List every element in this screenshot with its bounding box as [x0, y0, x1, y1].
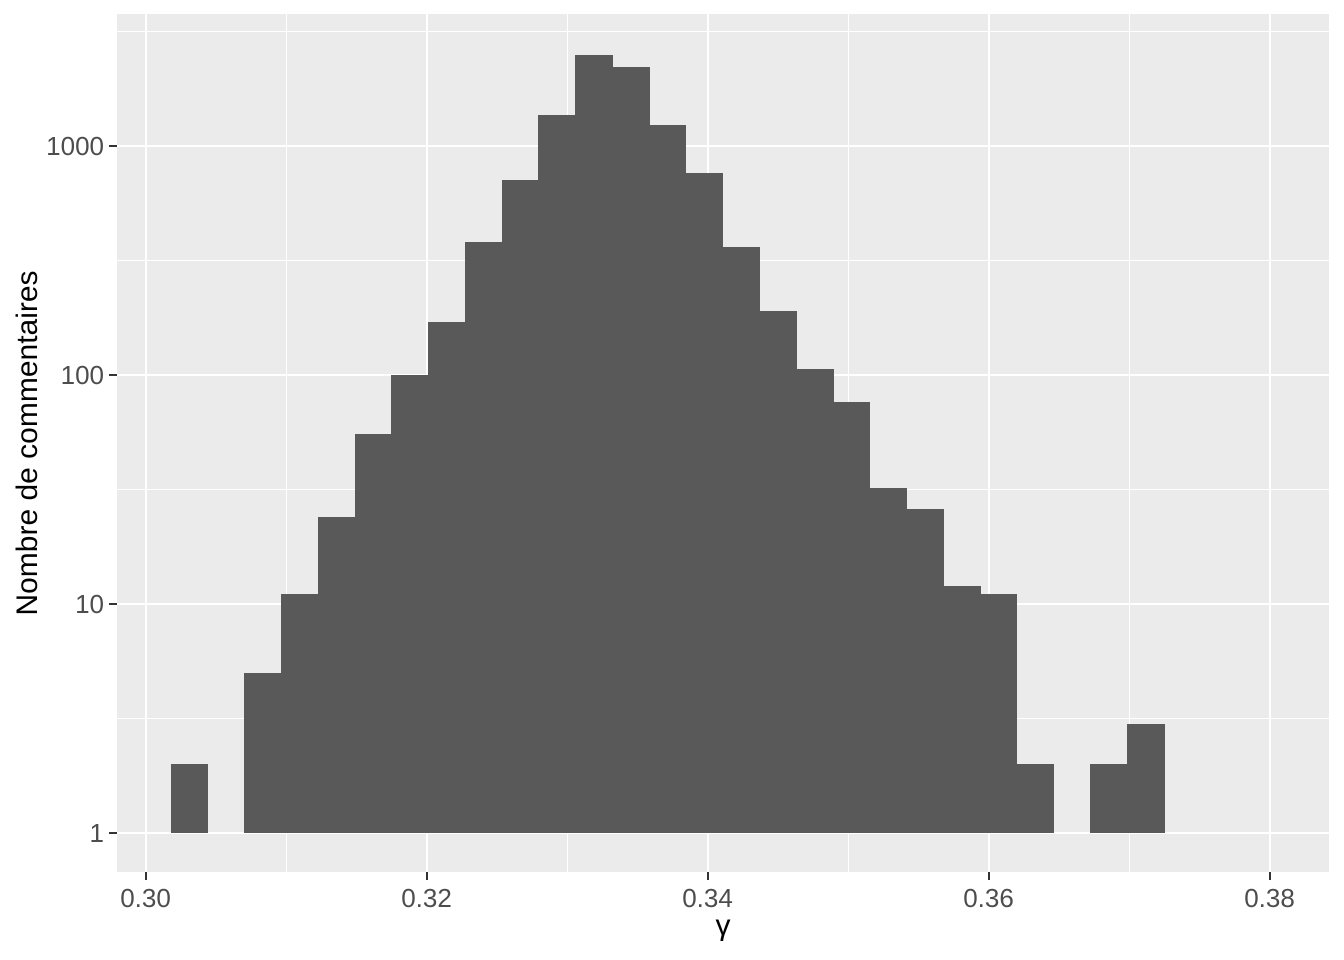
x-minor-gridline [285, 14, 287, 872]
histogram-bar [612, 67, 650, 833]
y-tick-mark [109, 832, 117, 834]
histogram-bar [244, 672, 282, 833]
x-tick-mark [706, 872, 709, 880]
x-tick-label: 0.30 [120, 883, 171, 913]
x-tick-mark [425, 872, 428, 880]
y-tick-mark [109, 144, 117, 147]
x-tick-label: 0.32 [401, 883, 452, 913]
x-tick-label: 0.34 [682, 883, 733, 913]
y-tick-label: 1 [89, 818, 104, 848]
histogram-bar [685, 173, 724, 833]
histogram-bar [428, 322, 466, 833]
y-tick-label: 100 [60, 359, 104, 390]
x-major-gridline [987, 14, 990, 872]
histogram-bar [1127, 723, 1165, 833]
y-tick-label: 1000 [46, 130, 104, 161]
histogram-bar [869, 488, 907, 833]
x-major-gridline [1268, 14, 1271, 872]
y-tick-label: 10 [75, 588, 104, 619]
histogram-bar [280, 594, 319, 833]
x-major-gridline [144, 14, 147, 872]
histogram-bar [979, 594, 1018, 833]
x-tick-label: 0.36 [963, 883, 1014, 913]
histogram-bar [722, 247, 760, 833]
histogram-bar [464, 241, 503, 833]
histogram-bar [317, 516, 356, 833]
x-tick-mark [144, 872, 147, 880]
histogram-bar [354, 434, 393, 833]
y-minor-gridline [117, 30, 1329, 32]
histogram-bar [832, 402, 871, 833]
histogram-bar [170, 764, 209, 833]
x-axis-title: γ [715, 909, 731, 942]
histogram-bar [538, 115, 576, 833]
x-tick-mark [987, 872, 990, 880]
histogram-bar [1090, 764, 1128, 833]
y-major-gridline [117, 144, 1329, 147]
histogram-bar [796, 369, 834, 833]
histogram-bar [943, 585, 981, 833]
plot-panel [117, 14, 1329, 872]
x-tick-mark [1268, 872, 1271, 880]
y-major-gridline [117, 832, 1329, 834]
histogram-bar [391, 374, 429, 833]
x-tick-label: 0.38 [1244, 883, 1295, 913]
y-tick-mark [109, 373, 117, 376]
bars-layer [117, 14, 1329, 872]
histogram-bar [501, 179, 540, 833]
histogram-bar [648, 125, 687, 833]
y-tick-mark [109, 602, 117, 605]
histogram-bar [1016, 764, 1055, 833]
histogram-bar [759, 310, 797, 833]
y-axis-title: Nombre de commentaires [11, 270, 44, 616]
x-minor-gridline [1128, 14, 1130, 872]
histogram-bar [575, 54, 613, 833]
histogram-bar [906, 508, 944, 833]
